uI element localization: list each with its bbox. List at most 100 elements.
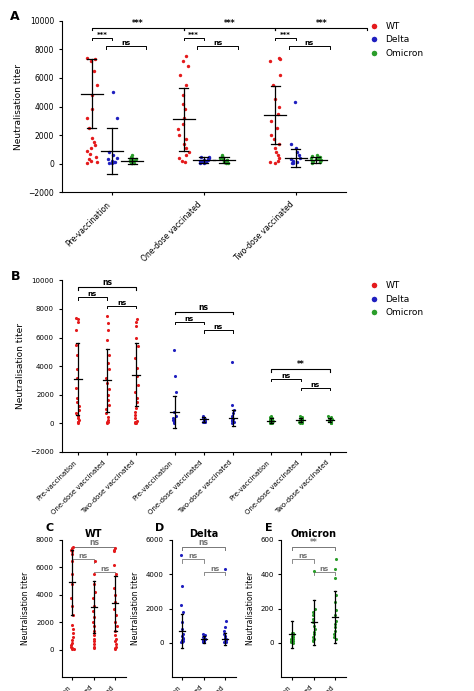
- Point: [102, 408, 110, 419]
- Point: [175, 153, 182, 164]
- Point: [289, 634, 296, 645]
- Point: [273, 146, 280, 158]
- Point: [268, 413, 276, 424]
- Point: [219, 153, 227, 164]
- Point: [170, 415, 177, 426]
- Point: [174, 124, 182, 135]
- Point: [131, 352, 139, 363]
- Point: [229, 414, 237, 425]
- Point: [110, 559, 118, 570]
- Text: ***: ***: [280, 32, 291, 38]
- Point: [93, 157, 100, 168]
- Point: [326, 413, 334, 424]
- Point: [111, 643, 118, 654]
- Point: [288, 158, 295, 169]
- Point: [290, 632, 297, 643]
- Point: [228, 357, 236, 368]
- Point: [309, 632, 317, 643]
- Point: [69, 555, 76, 566]
- Point: [223, 635, 230, 646]
- Point: [276, 54, 284, 65]
- Point: [131, 417, 139, 428]
- Point: [90, 621, 98, 632]
- Point: [180, 138, 188, 149]
- Point: [201, 417, 209, 428]
- Point: [83, 113, 91, 124]
- Point: [274, 155, 282, 167]
- Point: [287, 633, 295, 644]
- Point: [67, 641, 75, 652]
- Point: [220, 155, 228, 167]
- Point: [88, 155, 95, 167]
- Point: [171, 417, 178, 428]
- Point: [327, 417, 334, 428]
- Point: [268, 417, 275, 428]
- Point: [222, 634, 229, 645]
- Point: [176, 70, 184, 81]
- Point: [68, 634, 75, 645]
- Point: [293, 146, 301, 158]
- Point: [110, 545, 118, 556]
- Point: [288, 637, 296, 648]
- Point: [296, 417, 304, 428]
- Point: [104, 325, 112, 336]
- Point: [220, 625, 228, 636]
- Point: [111, 643, 119, 654]
- Point: [111, 617, 119, 628]
- Y-axis label: Neutralisation titer: Neutralisation titer: [14, 64, 23, 149]
- Point: [75, 415, 83, 426]
- Point: [223, 155, 231, 166]
- Point: [74, 316, 82, 328]
- Text: E: E: [265, 524, 273, 533]
- Point: [295, 149, 303, 160]
- Point: [200, 636, 207, 647]
- Point: [111, 156, 118, 167]
- Point: [317, 157, 324, 168]
- Point: [75, 401, 83, 412]
- Point: [103, 417, 110, 428]
- Point: [90, 638, 98, 650]
- Point: [200, 636, 207, 647]
- Text: ***: ***: [97, 32, 108, 38]
- Point: [297, 415, 304, 426]
- Text: D: D: [155, 524, 164, 533]
- Point: [332, 622, 339, 633]
- Point: [310, 629, 318, 640]
- Point: [73, 372, 81, 383]
- Point: [68, 637, 75, 648]
- Point: [73, 349, 81, 360]
- Point: [298, 416, 305, 427]
- Point: [271, 142, 278, 153]
- Point: [110, 583, 118, 594]
- Point: [102, 372, 109, 383]
- Point: [289, 632, 296, 643]
- Point: [220, 637, 228, 648]
- Point: [111, 636, 119, 647]
- Point: [69, 623, 77, 634]
- Text: ns: ns: [281, 373, 291, 379]
- Point: [88, 133, 96, 144]
- Point: [133, 321, 140, 332]
- Point: [200, 415, 207, 426]
- Point: [267, 415, 275, 426]
- Point: [91, 625, 98, 636]
- Point: [179, 629, 187, 640]
- Point: [171, 345, 178, 356]
- Point: [201, 416, 209, 427]
- Point: [105, 363, 112, 375]
- Point: [297, 413, 304, 424]
- Point: [105, 414, 112, 425]
- Point: [310, 621, 318, 632]
- Point: [112, 641, 120, 652]
- Point: [182, 142, 190, 153]
- Point: [310, 565, 318, 576]
- Point: [133, 316, 140, 328]
- Point: [133, 314, 141, 325]
- Point: [299, 413, 306, 424]
- Point: [68, 548, 76, 559]
- Point: [268, 115, 275, 126]
- Point: [200, 415, 208, 426]
- Legend: WT, Delta, Omicron: WT, Delta, Omicron: [365, 281, 424, 317]
- Point: [266, 55, 274, 66]
- Point: [200, 416, 208, 427]
